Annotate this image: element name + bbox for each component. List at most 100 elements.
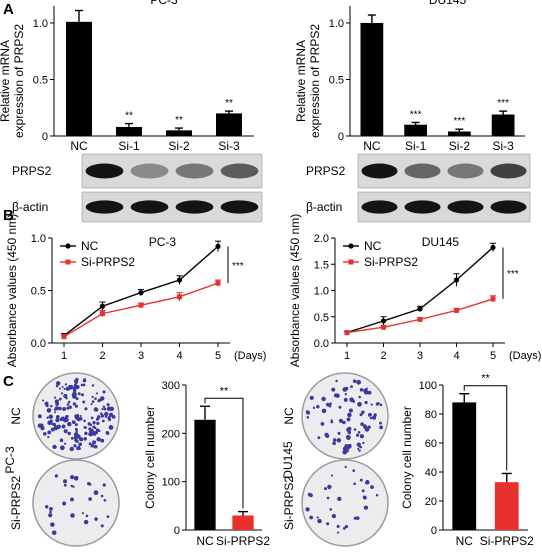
colony-dot [102, 483, 106, 487]
colony-dot [91, 400, 95, 403]
colony-dot [344, 524, 349, 529]
colony-dot [104, 415, 108, 418]
colony-dot [358, 449, 361, 452]
data-point [100, 311, 105, 317]
y-axis-label-line: Relative mRNA [294, 40, 308, 122]
colony-dot [62, 501, 67, 506]
colony-dot [362, 441, 365, 445]
colony-dot [94, 517, 98, 521]
colony-dot [59, 417, 64, 422]
data-point [490, 296, 496, 302]
colony-dot [55, 381, 61, 386]
panel-label-c: C [3, 373, 14, 390]
blot-band [361, 200, 398, 214]
legend-marker [348, 243, 354, 249]
legend-label: NC [81, 239, 99, 253]
colony-dot [346, 417, 351, 422]
colony-dot [356, 379, 362, 385]
bar [448, 131, 471, 136]
colony-dot [88, 497, 92, 501]
colony-dot [61, 385, 64, 388]
colony-dot [100, 524, 104, 528]
colony-dot [50, 404, 53, 408]
colony-dot [66, 403, 70, 406]
x-tick-label: 4 [453, 350, 459, 362]
y-axis-label-line: expression of PRPS2 [12, 24, 26, 138]
colony-dot [317, 436, 321, 440]
colony-dot [326, 496, 330, 500]
colony-dot [88, 442, 92, 446]
colony-dot [331, 474, 334, 477]
colony-dot [331, 514, 337, 519]
y-tick-label: 0 [338, 131, 344, 143]
colony-dot [94, 431, 98, 435]
colony-dot [379, 425, 383, 430]
colony-dot [352, 469, 356, 472]
colony-dot [305, 507, 310, 512]
colony-dot [97, 429, 100, 432]
colony-dot [40, 426, 45, 431]
legend-label: Si-PRPS2 [81, 255, 135, 269]
blot-label: PRPS2 [12, 164, 52, 178]
colony-dot [90, 416, 94, 420]
colony-dot [101, 408, 104, 411]
bar [66, 21, 92, 136]
colony-dot [103, 407, 107, 411]
colony-dot [85, 514, 89, 518]
x-axis-unit: (Days) [509, 350, 541, 362]
colony-dot [67, 421, 72, 427]
bar [166, 130, 192, 136]
colony-dot [357, 430, 361, 434]
colony-dot [88, 427, 92, 431]
colony-dot [59, 438, 64, 443]
x-tick-label: 3 [417, 350, 423, 362]
blot-label: β-actin [306, 200, 342, 214]
y-tick-label: 0 [174, 525, 180, 537]
colony-dot [347, 447, 350, 450]
colony-dot [79, 414, 82, 417]
colony-dot [95, 392, 98, 395]
colony-dot [78, 438, 82, 441]
colony-dot [93, 426, 97, 430]
chart-colony-pc3: 0 100 200 300 Colony cell number NC Si-PRPS2 ** [143, 380, 270, 548]
y-tick-label: 1.0 [31, 233, 46, 245]
y-tick-label: 1.0 [329, 18, 344, 30]
colony-dot [379, 403, 383, 407]
colony-dot [367, 390, 372, 395]
colony-dot [102, 390, 106, 394]
colony-dot [47, 430, 52, 435]
colony-dot [48, 414, 53, 419]
significance-bracket [463, 385, 508, 471]
colony-dot [357, 447, 360, 450]
bar [232, 515, 254, 530]
y-tick-label: 100 [162, 477, 180, 489]
blot-band [130, 163, 169, 179]
colony-dot [337, 431, 341, 435]
colony-dot [93, 407, 99, 412]
x-tick-label: Si-PRPS2 [216, 534, 270, 548]
colony-dot [75, 430, 78, 433]
western-blot-pc3: PRPS2 β-actin [12, 153, 263, 223]
colony-dot [325, 434, 330, 438]
colony-dot [64, 383, 68, 386]
colony-dot [100, 494, 104, 498]
y-tick-label: 0.5 [329, 74, 344, 86]
colony-dot [324, 487, 328, 491]
data-point [215, 280, 221, 286]
x-tick-label: 4 [176, 350, 182, 362]
colony-dot [83, 519, 89, 525]
colony-dot [43, 432, 47, 436]
colony-dot [348, 408, 353, 413]
colony-dot [70, 513, 75, 518]
colony-dot [94, 397, 97, 400]
y-axis-label: Colony cell number [143, 406, 157, 509]
chart-absorbance-pc3: 0.0 0.5 1.0 Absorbance values (450 nm) PC-3 1… [5, 214, 266, 367]
colony-dot [53, 425, 58, 431]
colony-dot [369, 416, 373, 420]
significance-label: ** [220, 385, 229, 397]
colony-dot [62, 406, 67, 411]
significance-label: *** [410, 109, 422, 120]
blot-band [447, 163, 484, 179]
colony-dot [325, 402, 330, 407]
colony-dot [69, 446, 74, 452]
